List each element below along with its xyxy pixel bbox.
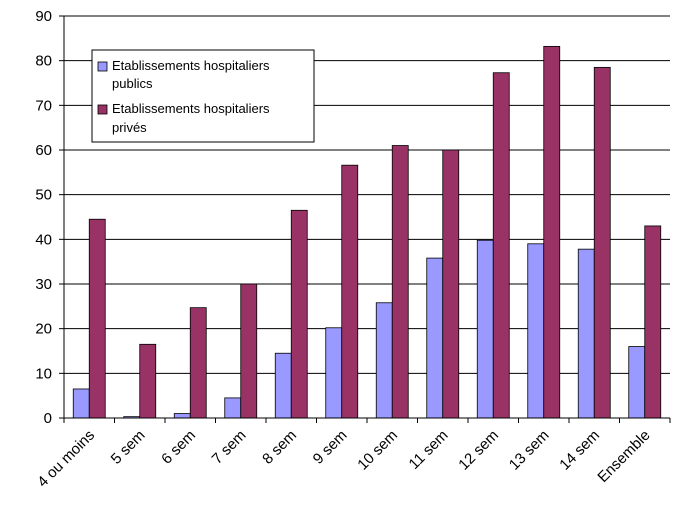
x-tick-label: 13 sem (506, 427, 553, 474)
y-tick-labels: 0 10 20 30 40 50 60 70 80 90 (35, 8, 52, 427)
y-tick-label: 0 (44, 410, 52, 427)
bar-prives (443, 150, 459, 418)
y-tick-label: 10 (35, 365, 52, 382)
y-tick-label: 30 (35, 276, 52, 293)
bar-prives (140, 344, 156, 418)
y-tick-label: 90 (35, 8, 52, 25)
legend-label-prives-line1: Etablissements hospitaliers (112, 101, 270, 116)
x-tick-label: 5 sem (108, 427, 149, 468)
y-tick-label: 20 (35, 321, 52, 338)
bar-prives (493, 73, 509, 418)
y-tick-label: 50 (35, 187, 52, 204)
legend: Etablissements hospitaliers publics Etab… (92, 50, 314, 142)
legend-swatch-prives (98, 105, 107, 114)
bar-prives (342, 165, 358, 418)
bar-prives (392, 146, 408, 418)
x-tick-label: 14 sem (556, 427, 603, 474)
y-tick-label: 40 (35, 231, 52, 248)
bar-publics (427, 258, 443, 418)
x-tick-label: 8 sem (259, 427, 300, 468)
bar-prives (291, 210, 307, 418)
bar-publics (73, 389, 89, 418)
bar-publics (578, 249, 594, 418)
x-tick-label: 4 ou moins (34, 427, 98, 491)
x-tick-labels: 4 ou moins 5 sem 6 sem 7 sem 8 sem 9 sem 10 se… (34, 427, 653, 491)
bar-prives (594, 67, 610, 418)
x-tick-label: 6 sem (158, 427, 199, 468)
x-tick-label: 12 sem (455, 427, 502, 474)
bar-publics (275, 353, 291, 418)
x-tick-label: 9 sem (310, 427, 351, 468)
y-tick-label: 70 (35, 97, 52, 114)
y-tick-label: 60 (35, 142, 52, 159)
x-tick-label: 10 sem (354, 427, 401, 474)
y-tick-label: 80 (35, 53, 52, 70)
legend-label-prives-line2: privés (112, 120, 147, 135)
x-tick-label: 7 sem (209, 427, 250, 468)
bar-publics (528, 244, 544, 418)
legend-label-publics-line2: publics (112, 76, 153, 91)
bar-prives (190, 308, 206, 418)
bar-publics (477, 240, 493, 418)
bar-publics (174, 414, 190, 418)
bar-prives (645, 226, 661, 418)
legend-label-publics-line1: Etablissements hospitaliers (112, 58, 270, 73)
legend-swatch-publics (98, 62, 107, 71)
bar-publics (326, 328, 342, 418)
bar-publics (629, 347, 645, 418)
bar-prives (544, 46, 560, 418)
bar-publics (376, 303, 392, 418)
x-tick-label: Ensemble (594, 427, 653, 486)
bar-prives (241, 284, 257, 418)
bar-prives (89, 219, 105, 418)
x-tick-label: 11 sem (406, 427, 452, 473)
bar-publics (225, 398, 241, 418)
